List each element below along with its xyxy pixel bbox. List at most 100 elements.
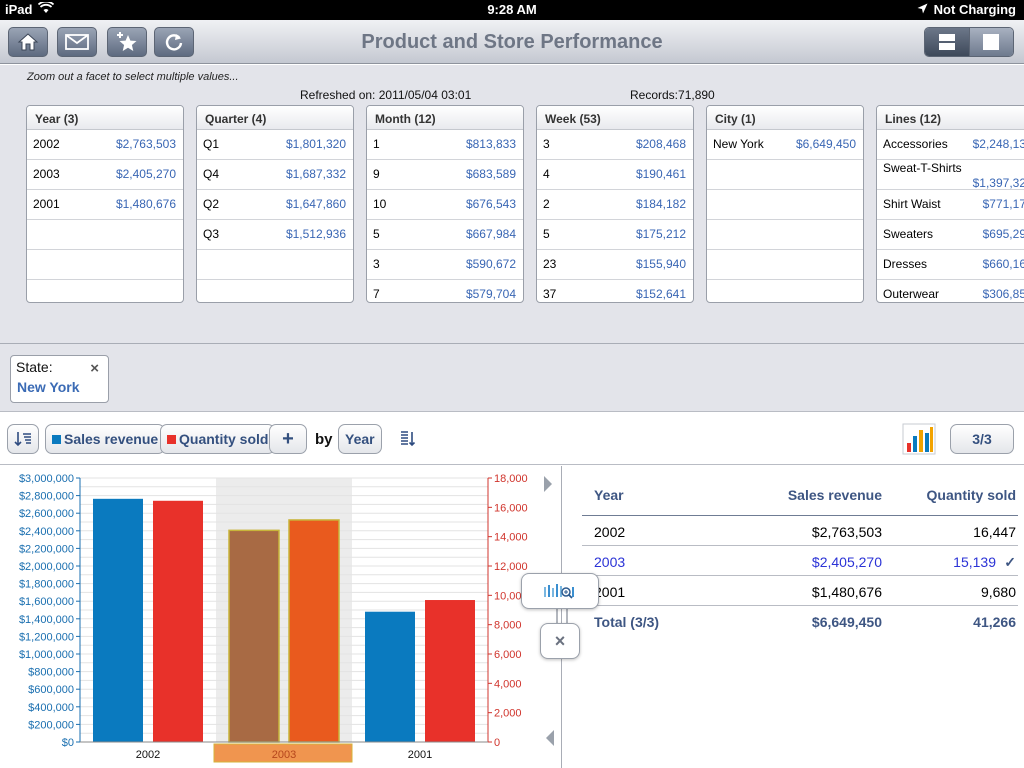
bar-sales-revenue[interactable] [93,498,143,742]
facet-row-value: $1,397,32 [972,176,1024,190]
facet-row[interactable]: Shirt Waist $771,17 [877,190,1024,220]
facet-row-value: $2,763,503 [115,137,176,151]
bar-quantity-sold[interactable] [425,600,475,742]
facet-row[interactable]: 3 $208,468 [537,130,693,160]
facet-row[interactable]: 5 $667,984 [367,220,523,250]
measure-sales-revenue[interactable]: Sales revenue [45,424,166,454]
sales-revenue-swatch [52,434,61,444]
data-table: Year Sales revenue Quantity sold 2002 $2… [582,482,1018,636]
chart-type-button[interactable] [902,423,936,460]
facet-row[interactable]: Q3 $1,512,936 [197,220,353,250]
refresh-icon [165,34,183,51]
facet-row[interactable]: Q1 $1,801,320 [197,130,353,160]
facet-row[interactable]: Sweaters $695,29 [877,220,1024,250]
facet-row-label: Sweat-T-Shirts [883,161,962,175]
facet-row[interactable]: 1 $813,833 [367,130,523,160]
quantity-cell: 15,139 [953,554,996,570]
facet-row[interactable] [27,250,183,280]
divider [0,343,1024,344]
page-indicator[interactable]: 3/3 [950,424,1014,454]
facet-row[interactable] [707,160,863,190]
facet-column: Week (53) 3 $208,468 4 $190,461 2 $184,182 5 $17… [536,105,694,303]
refresh-button[interactable] [154,27,194,57]
facet-row[interactable] [707,190,863,220]
facet-row-value: $579,704 [465,287,516,301]
facet-row[interactable]: Sweat-T-Shirts $1,397,32 [877,160,1024,190]
category-label[interactable]: 2002 [136,749,160,761]
state-filter-chip[interactable]: State: × New York [10,355,109,403]
facet-row[interactable]: New York $6,649,450 [707,130,863,160]
close-popover-button[interactable]: × [540,623,580,659]
facet-row[interactable]: 2 $184,182 [537,190,693,220]
facet-row-label: 2003 [33,167,60,181]
total-label: Total (3/3) [594,614,660,630]
right-axis-tick-label: 4,000 [494,678,522,690]
sort-order-button[interactable] [399,430,417,453]
facet-row[interactable] [197,250,353,280]
collapse-table-arrow[interactable] [544,728,556,753]
single-view-button[interactable] [968,28,1013,56]
remove-filter-icon[interactable]: × [90,360,99,377]
facet-header[interactable]: Year (3) [27,106,183,130]
table-row[interactable]: 2001 $1,480,676 9,680 [582,576,1018,606]
facet-row-label: 1 [373,137,380,151]
facet-row[interactable] [707,250,863,280]
facet-column: City (1) New York $6,649,450 [706,105,864,303]
facet-row[interactable]: Outerwear $306,85 [877,280,1024,302]
favorite-add-icon [117,32,137,51]
column-header-year[interactable]: Year [594,487,624,503]
facet-row[interactable]: 2002 $2,763,503 [27,130,183,160]
table-row[interactable]: 2002 $2,763,503 16,447 [582,516,1018,546]
facet-row[interactable] [27,280,183,302]
add-measure-button[interactable]: + [269,424,307,454]
category-label[interactable]: 2001 [408,749,432,761]
facet-header[interactable]: Quarter (4) [197,106,353,130]
facet-row[interactable]: 9 $683,589 [367,160,523,190]
expand-table-arrow[interactable] [542,474,554,499]
facet-row[interactable]: 2001 $1,480,676 [27,190,183,220]
home-button[interactable] [8,27,48,57]
facet-row[interactable]: Accessories $2,248,13 [877,130,1024,160]
facet-header[interactable]: Lines (12) [877,106,1024,130]
column-header-quantity-sold[interactable]: Quantity sold [926,487,1016,503]
facet-row[interactable]: 10 $676,543 [367,190,523,220]
facet-row[interactable]: 4 $190,461 [537,160,693,190]
mail-button[interactable] [57,27,97,57]
facet-row[interactable] [707,280,863,302]
facet-row-value: $1,801,320 [285,137,346,151]
bar-sales-revenue[interactable] [228,529,280,743]
facet-header[interactable]: Week (53) [537,106,693,130]
sort-button[interactable] [7,424,39,454]
facet-header[interactable]: Month (12) [367,106,523,130]
facet-row[interactable]: 37 $152,641 [537,280,693,302]
facet-row[interactable]: Dresses $660,16 [877,250,1024,280]
bar-sales-revenue[interactable] [365,611,415,742]
bar-quantity-sold[interactable] [153,500,203,742]
dimension-selector[interactable]: Year [338,424,382,454]
left-axis-tick-label: $0 [62,737,74,749]
facet-row[interactable]: 3 $590,672 [367,250,523,280]
right-axis-tick-label: 0 [494,737,500,749]
facet-row[interactable]: Q4 $1,687,332 [197,160,353,190]
table-row-selected[interactable]: 2003 $2,405,270 15,139 ✓ [582,546,1018,576]
facet-row[interactable] [197,280,353,302]
facet-header[interactable]: City (1) [707,106,863,130]
category-label[interactable]: 2003 [272,749,296,761]
facet-row[interactable]: 23 $155,940 [537,250,693,280]
facet-row[interactable]: Q2 $1,647,860 [197,190,353,220]
facet-row[interactable]: 7 $579,704 [367,280,523,302]
facet-row-value: $6,649,450 [795,137,856,151]
facet-row-label: 2001 [33,197,60,211]
facet-row[interactable] [707,220,863,250]
facet-column: Quarter (4) Q1 $1,801,320 Q4 $1,687,332 Q2 $1,… [196,105,354,303]
measure-quantity-sold[interactable]: Quantity sold [160,424,276,454]
facet-row[interactable]: 2003 $2,405,270 [27,160,183,190]
split-view-button[interactable] [925,28,969,56]
facet-row[interactable] [27,220,183,250]
bar-quantity-sold[interactable] [288,519,340,743]
add-favorite-button[interactable] [107,27,147,57]
chart-zoom-button[interactable] [521,573,599,609]
column-header-sales-revenue[interactable]: Sales revenue [787,487,882,503]
facet-row[interactable]: 5 $175,212 [537,220,693,250]
facet-row-label: Dresses [883,257,928,271]
